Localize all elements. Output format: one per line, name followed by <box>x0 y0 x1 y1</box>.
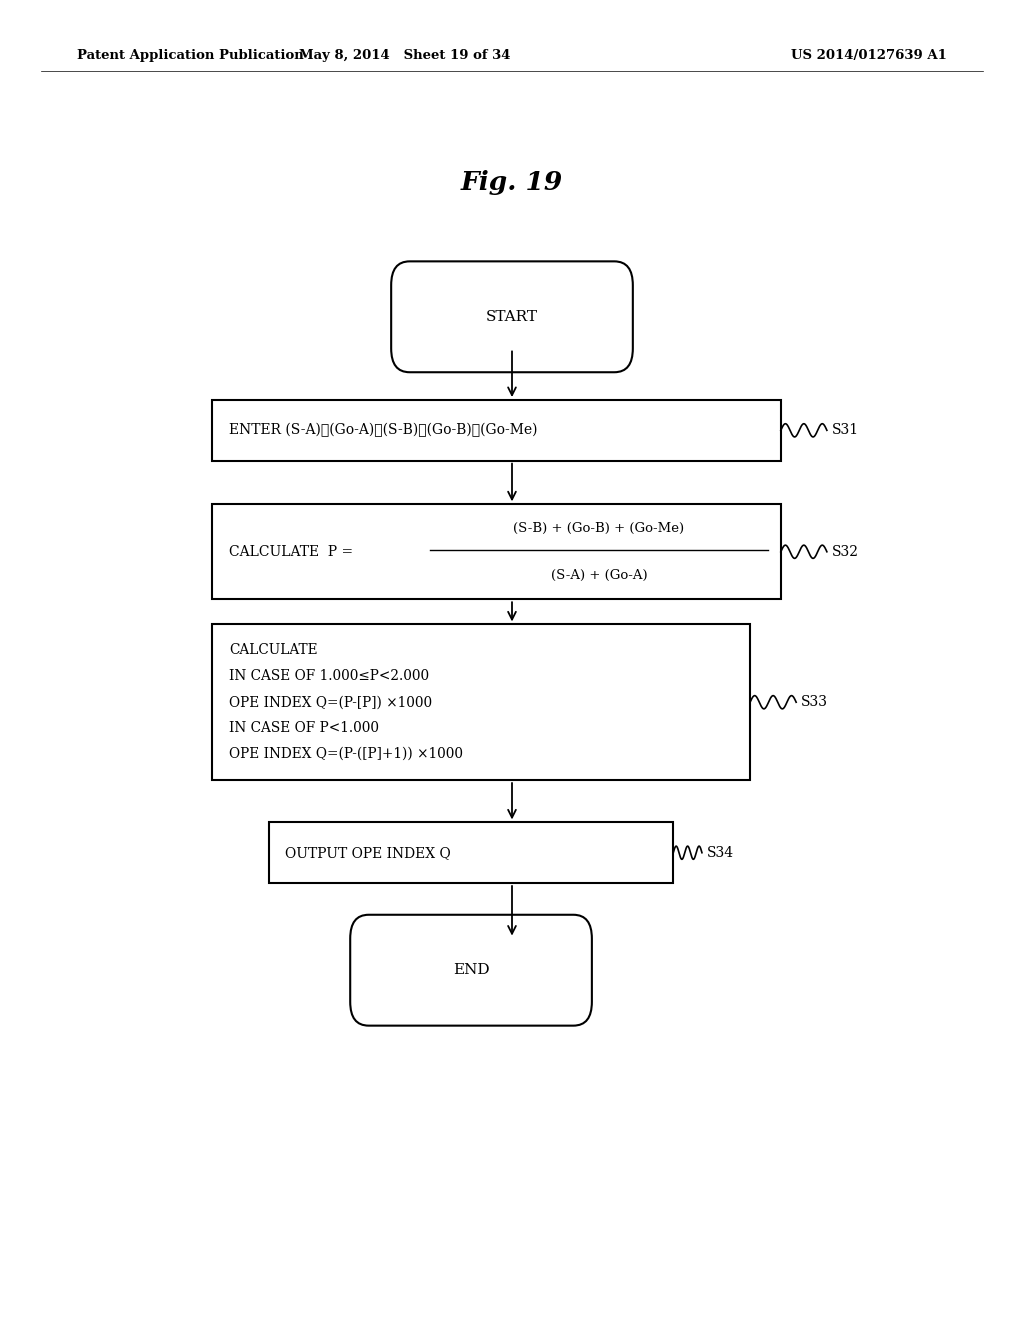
Bar <box>212 400 780 461</box>
Text: Patent Application Publication: Patent Application Publication <box>77 49 303 62</box>
Text: OPE INDEX Q=(P-[P]) ×1000: OPE INDEX Q=(P-[P]) ×1000 <box>228 696 432 709</box>
Text: S32: S32 <box>831 545 859 558</box>
Text: START: START <box>486 310 538 323</box>
Text: May 8, 2014   Sheet 19 of 34: May 8, 2014 Sheet 19 of 34 <box>299 49 510 62</box>
Text: S33: S33 <box>801 696 828 709</box>
Bar <box>268 822 674 883</box>
Text: IN CASE OF P<1.000: IN CASE OF P<1.000 <box>228 721 379 735</box>
Text: (S-A) + (Go-A): (S-A) + (Go-A) <box>551 569 647 582</box>
Bar <box>212 504 780 599</box>
Text: S31: S31 <box>831 424 859 437</box>
Text: (S-B) + (Go-B) + (Go-Me): (S-B) + (Go-B) + (Go-Me) <box>513 521 685 535</box>
Text: S34: S34 <box>707 846 734 859</box>
Bar <box>212 624 750 780</box>
FancyBboxPatch shape <box>391 261 633 372</box>
Text: US 2014/0127639 A1: US 2014/0127639 A1 <box>792 49 947 62</box>
Text: CALCULATE  P =: CALCULATE P = <box>228 545 357 558</box>
Text: END: END <box>453 964 489 977</box>
Text: IN CASE OF 1.000≤P<2.000: IN CASE OF 1.000≤P<2.000 <box>228 669 429 684</box>
Text: CALCULATE: CALCULATE <box>228 643 317 657</box>
Text: Fig. 19: Fig. 19 <box>461 170 563 194</box>
Text: OUTPUT OPE INDEX Q: OUTPUT OPE INDEX Q <box>285 846 451 859</box>
FancyBboxPatch shape <box>350 915 592 1026</box>
Text: OPE INDEX Q=(P-([P]+1)) ×1000: OPE INDEX Q=(P-([P]+1)) ×1000 <box>228 747 463 762</box>
Text: ENTER (S-A)、(Go-A)、(S-B)、(Go-B)、(Go-Me): ENTER (S-A)、(Go-A)、(S-B)、(Go-B)、(Go-Me) <box>228 424 538 437</box>
